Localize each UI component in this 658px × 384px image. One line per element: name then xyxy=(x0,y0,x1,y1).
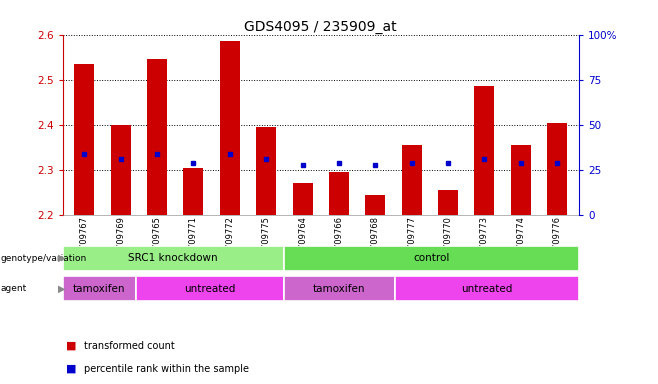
Text: ▶: ▶ xyxy=(58,284,65,294)
Text: transformed count: transformed count xyxy=(84,341,175,351)
Bar xyxy=(284,246,579,271)
Text: untreated: untreated xyxy=(461,284,513,294)
Bar xyxy=(474,86,494,215)
Bar xyxy=(63,276,136,301)
Bar xyxy=(547,122,567,215)
Text: tamoxifen: tamoxifen xyxy=(313,284,365,294)
Bar xyxy=(365,195,386,215)
Bar xyxy=(284,276,395,301)
Text: control: control xyxy=(413,253,449,263)
Text: untreated: untreated xyxy=(184,284,236,294)
Bar xyxy=(147,60,167,215)
Bar xyxy=(395,276,579,301)
Text: tamoxifen: tamoxifen xyxy=(73,284,126,294)
Bar xyxy=(136,276,284,301)
Bar xyxy=(293,184,313,215)
Bar xyxy=(511,145,531,215)
Bar xyxy=(402,145,422,215)
Bar xyxy=(220,41,240,215)
Text: agent: agent xyxy=(1,285,27,293)
Bar xyxy=(63,246,284,271)
Bar xyxy=(256,127,276,215)
Text: genotype/variation: genotype/variation xyxy=(1,254,87,263)
Text: ■: ■ xyxy=(66,364,80,374)
Title: GDS4095 / 235909_at: GDS4095 / 235909_at xyxy=(245,20,397,33)
Text: percentile rank within the sample: percentile rank within the sample xyxy=(84,364,249,374)
Bar xyxy=(111,125,131,215)
Bar xyxy=(74,64,94,215)
Bar xyxy=(438,190,458,215)
Bar xyxy=(184,168,203,215)
Bar xyxy=(329,172,349,215)
Text: ▶: ▶ xyxy=(58,253,65,263)
Text: SRC1 knockdown: SRC1 knockdown xyxy=(128,253,218,263)
Text: ■: ■ xyxy=(66,341,80,351)
